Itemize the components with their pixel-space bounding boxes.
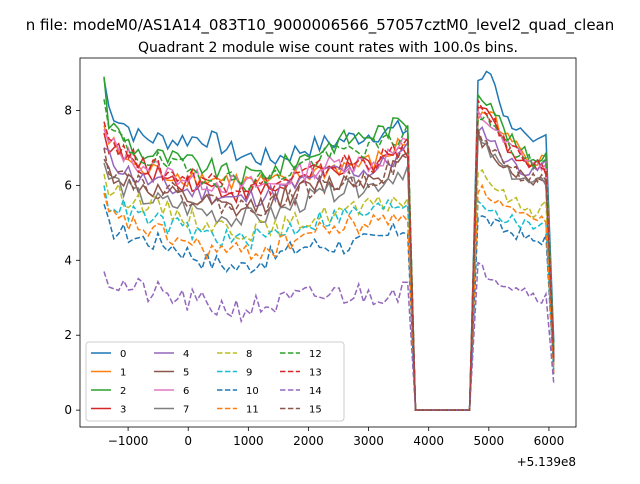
legend-label-2: 2 xyxy=(120,386,126,397)
x-tick-label: 3000 xyxy=(353,434,384,448)
series-line-11 xyxy=(103,183,555,411)
series-line-7 xyxy=(103,135,555,411)
series-line-10 xyxy=(103,203,555,411)
legend-label-12: 12 xyxy=(309,349,322,360)
series-lines xyxy=(103,70,555,411)
series-line-14 xyxy=(103,261,555,411)
chart-suptitle: n file: modeM0/AS1A14_083T10_9000006566_… xyxy=(26,16,615,35)
legend-label-10: 10 xyxy=(246,386,259,397)
series-line-2 xyxy=(103,76,555,411)
y-axis: 0 2 4 6 8 xyxy=(64,103,80,417)
x-tick-label: 6000 xyxy=(534,434,565,448)
legend-label-7: 7 xyxy=(183,405,189,416)
series-line-8 xyxy=(103,168,555,411)
legend-label-8: 8 xyxy=(246,349,252,360)
x-tick-label: 1000 xyxy=(233,434,264,448)
legend-label-1: 1 xyxy=(120,368,126,379)
legend-label-6: 6 xyxy=(183,386,189,397)
legend-label-5: 5 xyxy=(183,368,189,379)
series-line-12 xyxy=(103,99,555,411)
legend-label-11: 11 xyxy=(246,405,259,416)
y-tick-label: 6 xyxy=(64,178,72,192)
x-axis: −1000 0 1000 2000 3000 4000 5000 6000 xyxy=(108,427,564,448)
x-tick-label: 5000 xyxy=(474,434,505,448)
x-tick-label: 2000 xyxy=(293,434,324,448)
series-line-4 xyxy=(103,125,555,411)
legend-label-3: 3 xyxy=(120,405,126,416)
legend-label-14: 14 xyxy=(309,386,322,397)
series-line-9 xyxy=(103,185,555,411)
series-line-3 xyxy=(103,106,555,411)
x-tick-label: 4000 xyxy=(413,434,444,448)
legend-label-13: 13 xyxy=(309,368,322,379)
y-tick-label: 8 xyxy=(64,103,72,117)
legend-label-0: 0 xyxy=(120,349,126,360)
x-tick-label: −1000 xyxy=(108,434,149,448)
series-line-0 xyxy=(103,70,555,411)
series-line-13 xyxy=(103,99,555,411)
chart-title: Quadrant 2 module wise count rates with … xyxy=(138,40,518,56)
y-tick-label: 0 xyxy=(64,403,72,417)
legend-box xyxy=(85,341,345,422)
legend-label-9: 9 xyxy=(246,368,252,379)
x-tick-label: 0 xyxy=(184,434,192,448)
plot-frame xyxy=(79,57,577,428)
y-tick-label: 2 xyxy=(64,328,72,342)
x-offset-label: +5.139e8 xyxy=(517,455,576,469)
legend-label-15: 15 xyxy=(309,405,322,416)
y-tick-label: 4 xyxy=(64,253,72,267)
legend-label-4: 4 xyxy=(183,349,189,360)
